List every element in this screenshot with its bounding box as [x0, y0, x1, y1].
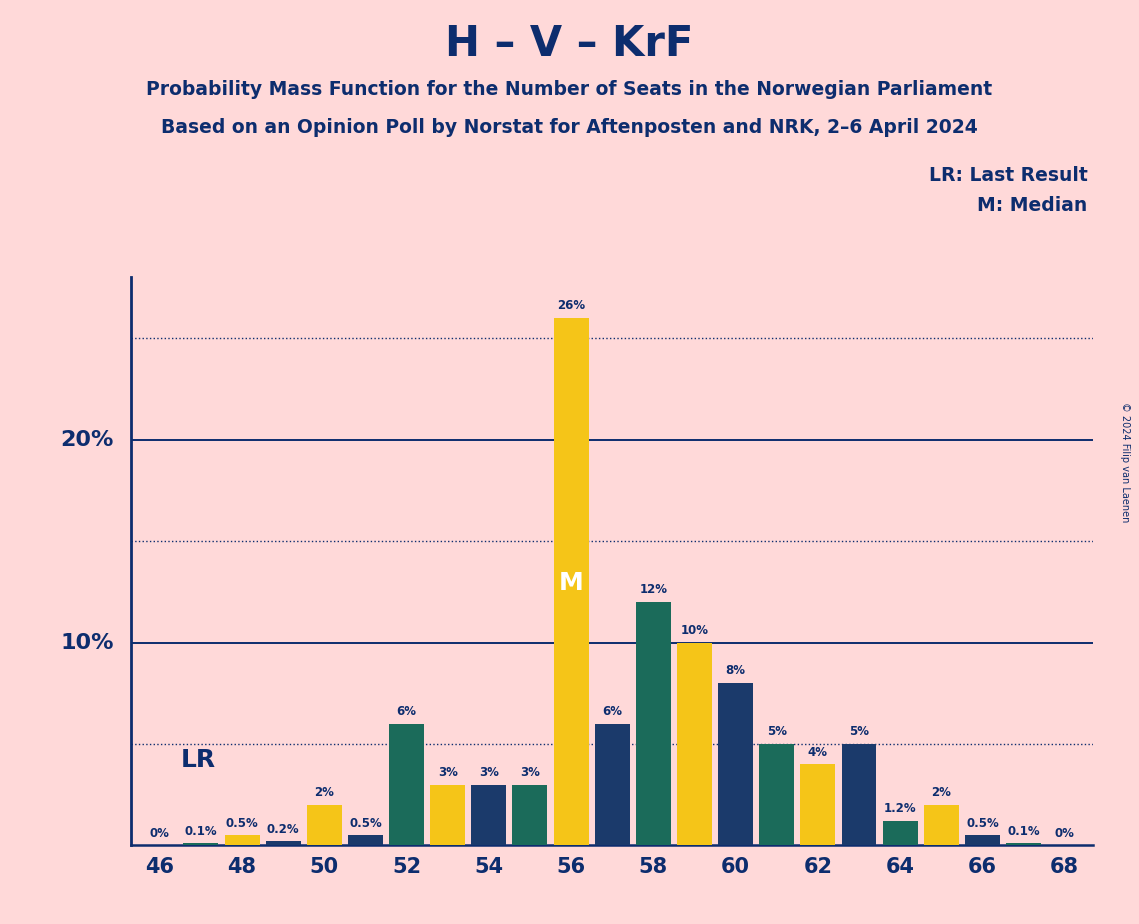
Text: 0.1%: 0.1%	[1007, 825, 1040, 838]
Bar	[431, 784, 465, 845]
Text: 0%: 0%	[150, 827, 170, 840]
Bar	[265, 842, 301, 845]
Text: M: M	[559, 571, 583, 595]
Bar	[554, 318, 589, 845]
Text: LR: Last Result: LR: Last Result	[929, 166, 1088, 186]
Bar	[1006, 844, 1041, 845]
Bar	[513, 784, 548, 845]
Bar	[306, 805, 342, 845]
Bar	[677, 642, 712, 845]
Text: 10%: 10%	[60, 633, 114, 652]
Bar	[472, 784, 507, 845]
Bar	[636, 602, 671, 845]
Bar	[924, 805, 959, 845]
Text: 8%: 8%	[726, 664, 746, 677]
Text: © 2024 Filip van Laenen: © 2024 Filip van Laenen	[1121, 402, 1130, 522]
Text: 0.5%: 0.5%	[349, 817, 382, 830]
Text: 10%: 10%	[680, 624, 708, 637]
Bar	[760, 744, 794, 845]
Bar	[183, 844, 219, 845]
Text: 0.5%: 0.5%	[966, 817, 999, 830]
Text: 20%: 20%	[60, 430, 114, 450]
Text: 5%: 5%	[849, 725, 869, 738]
Text: 5%: 5%	[767, 725, 787, 738]
Text: 0%: 0%	[1055, 827, 1074, 840]
Bar	[390, 723, 424, 845]
Text: 4%: 4%	[808, 746, 828, 759]
Bar	[842, 744, 877, 845]
Bar	[965, 835, 1000, 845]
Bar	[883, 821, 918, 845]
Text: 6%: 6%	[396, 705, 417, 718]
Text: 2%: 2%	[314, 786, 334, 799]
Text: 3%: 3%	[478, 766, 499, 779]
Text: 12%: 12%	[639, 583, 667, 596]
Text: Probability Mass Function for the Number of Seats in the Norwegian Parliament: Probability Mass Function for the Number…	[147, 80, 992, 100]
Text: 0.5%: 0.5%	[226, 817, 259, 830]
Text: 1.2%: 1.2%	[884, 802, 917, 815]
Text: Based on an Opinion Poll by Norstat for Aftenposten and NRK, 2–6 April 2024: Based on an Opinion Poll by Norstat for …	[161, 118, 978, 138]
Text: 0.2%: 0.2%	[267, 822, 300, 835]
Bar	[718, 683, 753, 845]
Text: 0.1%: 0.1%	[185, 825, 218, 838]
Bar	[801, 764, 835, 845]
Text: 6%: 6%	[603, 705, 622, 718]
Text: 3%: 3%	[521, 766, 540, 779]
Text: 2%: 2%	[932, 786, 951, 799]
Text: M: Median: M: Median	[977, 196, 1088, 215]
Text: H – V – KrF: H – V – KrF	[445, 23, 694, 65]
Text: 3%: 3%	[437, 766, 458, 779]
Bar	[595, 723, 630, 845]
Bar	[347, 835, 383, 845]
Bar	[224, 835, 260, 845]
Text: 26%: 26%	[557, 299, 585, 312]
Text: LR: LR	[180, 748, 215, 772]
